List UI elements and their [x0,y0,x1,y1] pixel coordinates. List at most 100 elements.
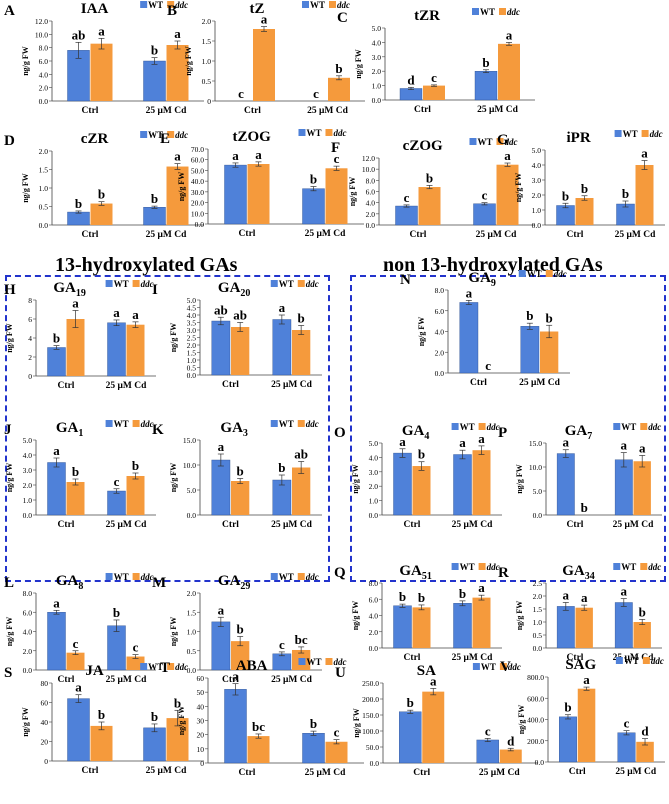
legend-swatch-wt-o [451,423,459,430]
y-tick-label-a: 8.0 [39,44,49,53]
significance-letter-ddc-k: ab [294,447,308,462]
x-category-label-n: Ctrl [470,378,487,388]
panel-letter-g: G [497,132,509,148]
bar-ddc-k [231,481,250,515]
chart-title-m: GA29 [218,573,251,592]
y-axis-label-k: ng/g FW [169,463,178,493]
y-tick-label-t: 50 [197,688,205,697]
y-tick-label-f: 0.0 [366,221,376,230]
significance-letter-wt-c: b [482,55,489,70]
legend-swatch-wt-k [270,420,278,427]
panel-letter-f: F [331,140,340,156]
legend-label-wt-h: WT [114,279,129,289]
y-axis-label-d: ng/g FW [21,173,30,203]
bar-wt-e [302,188,325,225]
y-tick-label-e: 20.0 [191,199,204,208]
bar-ddc-l [126,656,145,670]
bar-wt-j [47,462,66,516]
bar-ddc-o [472,450,491,515]
x-category-label-l: Ctrl [58,675,75,685]
y-tick-label-m: 0.0 [187,666,197,675]
bar-wt-q [453,603,472,649]
y-axis-label-j: ng/g FW [5,463,14,493]
chart-title-subscript-m: 29 [240,581,250,592]
bar-wt-s [143,727,166,762]
y-tick-label-s: 60 [41,699,49,708]
y-axis-label-e: ng/g FW [177,172,186,202]
significance-letter-ddc-h: a [132,307,139,322]
x-category-label-q: 25 μM Cd [452,653,493,663]
x-category-label-i: 25 μM Cd [271,380,312,390]
y-tick-label-k: 10.0 [183,461,196,470]
y-tick-label-p: 15.0 [529,439,542,448]
bar-ddc-d [90,203,113,225]
legend-label-ddc-q: ddc [487,562,500,572]
y-tick-label-o: 1.0 [369,497,379,506]
chart-panel-u: U SA WT ddc 0.0 50.0 100.0 150.0 200.0 250.0 ng/g … [335,662,538,778]
chart-title-subscript-p: 7 [587,431,592,442]
bar-wt-f [473,203,496,226]
panel-letter-h: H [4,282,16,298]
y-tick-label-o: 5.0 [369,439,379,448]
non-13-hydroxylated-group-box [350,275,666,582]
significance-letter-wt-f: c [404,190,410,205]
significance-letter-wt-r: a [563,588,570,603]
y-tick-label-g: 3.0 [532,176,542,185]
significance-letter-wt-g: b [622,186,629,201]
x-category-label-f: Ctrl [410,230,427,240]
bar-wt-q [393,605,412,649]
legend-swatch-wt-a [140,1,148,8]
significance-letter-ddc-o: a [478,431,485,446]
chart-title-b: tZ [250,1,265,17]
bar-wt-v [559,716,577,763]
significance-letter-ddc-r: a [581,590,588,605]
legend-swatch-wt-b [302,1,309,8]
bar-wt-h [47,347,66,377]
panel-letter-j: J [4,422,12,438]
y-tick-label-u: 200.0 [362,695,379,704]
significance-letter-ddc-l: c [133,640,139,655]
legend-label-wt-q: WT [460,562,475,572]
x-category-label-j: 25 μM Cd [106,520,147,530]
significance-letter-wt-h: b [53,331,60,346]
significance-letter-ddc-d: b [98,187,105,202]
panel-letter-i: I [152,282,158,298]
significance-letter-wt-f: c [482,188,488,203]
y-tick-label-i: 3.5 [187,319,197,328]
significance-letter-ddc-m: b [237,622,244,637]
y-tick-label-p: 10.0 [529,463,542,472]
panel-letter-s: S [4,665,12,681]
panel-letter-k: K [152,422,164,438]
y-tick-label-a: 10.0 [35,30,48,39]
y-tick-label-k: 5.0 [187,486,197,495]
legend-label-wt-v: WT [624,656,639,666]
bar-wt-a [143,60,166,102]
chart-title-subscript-r: 34 [585,571,595,582]
significance-letter-wt-a: b [151,43,158,58]
legend-swatch-wt-g [614,130,622,137]
bar-ddc-g [635,165,654,225]
y-axis-label-n: ng/g FW [417,317,426,347]
y-tick-label-a: 4.0 [39,70,49,79]
y-tick-label-e: 70.0 [191,145,204,154]
x-category-label-m: 25 μM Cd [271,675,312,685]
significance-letter-ddc-f: a [504,148,511,163]
y-tick-label-q: 4.0 [369,612,379,621]
bar-ddc-m [231,641,250,670]
x-category-label-u: Ctrl [413,768,430,778]
x-category-label-r: Ctrl [567,653,584,663]
chart-title-k: GA3 [220,420,248,439]
bar-ddc-f [496,164,519,225]
significance-letter-wt-t: a [232,669,239,684]
significance-letter-ddc-q: b [418,590,425,605]
legend-label-wt-i: WT [279,279,294,289]
y-tick-label-g: 5.0 [532,146,542,155]
significance-letter-wt-h: a [113,305,120,320]
y-axis-label-g: ng/g FW [514,173,523,203]
x-category-label-a: Ctrl [82,106,99,116]
panel-letter-c: C [337,10,348,26]
section-title-13-hydroxylated: 13-hydroxylated GAs [55,254,238,276]
